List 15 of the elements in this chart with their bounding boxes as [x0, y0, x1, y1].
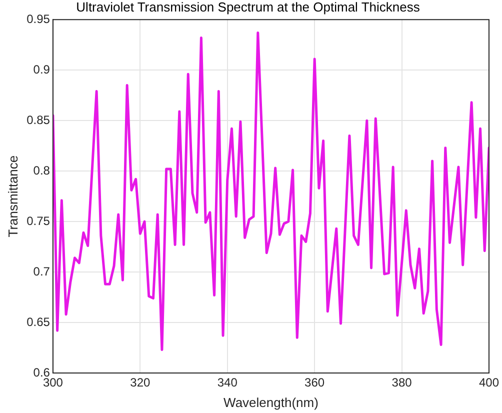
x-tick-label: 380: [392, 376, 412, 390]
y-tick-label: 0.85: [26, 112, 50, 127]
y-tick-label: 0.75: [26, 214, 50, 228]
y-tick-label: 0.7: [33, 264, 50, 278]
x-tick-label: 400: [478, 376, 500, 390]
y-tick-label: 0.8: [33, 163, 50, 178]
x-axis-title: Wavelength(nm): [224, 394, 318, 410]
y-tick-label: 0.65: [26, 314, 50, 329]
x-tick-label: 360: [304, 376, 325, 390]
y-tick-label: 0.9: [33, 62, 50, 76]
chart-title: Ultraviolet Transmission Spectrum at the Optimal Thickness: [76, 0, 420, 14]
x-tick-label: 320: [130, 376, 150, 390]
x-tick-label: 340: [217, 376, 238, 390]
y-tick-label: 0.95: [26, 12, 50, 26]
y-axis-title: Transmittance: [5, 155, 20, 238]
